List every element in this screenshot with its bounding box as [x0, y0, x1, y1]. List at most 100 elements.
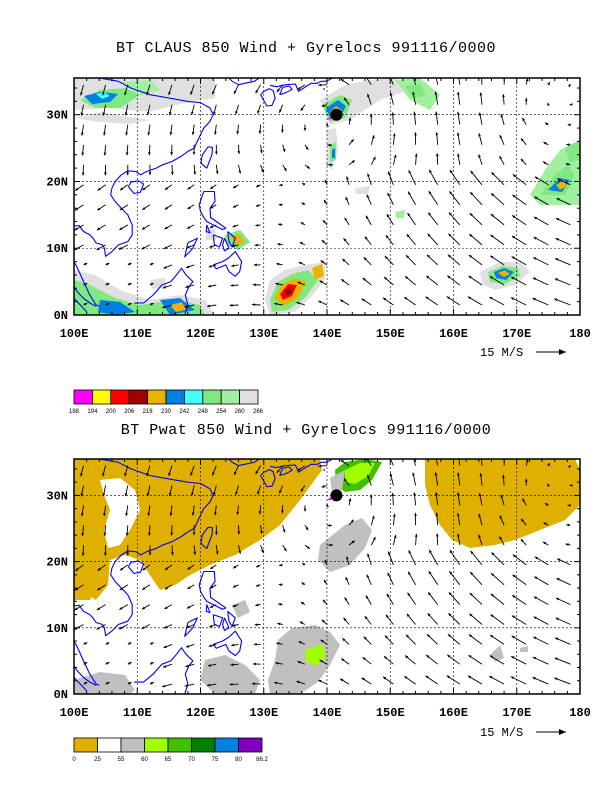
wind-vector-head [299, 242, 303, 245]
colorbar-label: 230 [161, 409, 172, 415]
wind-vector-head [125, 532, 129, 536]
wind-vector-head [170, 532, 174, 536]
wind-vector-head [388, 454, 391, 457]
wind-vector-head [343, 238, 347, 242]
wind-vector-head [252, 662, 256, 666]
wind-vector-head [408, 571, 411, 575]
wind-vector-head [490, 635, 494, 638]
wind-vector-head [490, 255, 494, 259]
wind-vector-head [556, 198, 560, 201]
coastline [205, 224, 211, 234]
wind-vector-head [567, 503, 571, 507]
wind-vector-head [387, 572, 391, 576]
wind-vector-head [393, 534, 397, 539]
wind-vector-head [150, 263, 154, 266]
colorbar-swatch [110, 389, 130, 405]
wind-vector [366, 459, 372, 466]
wind-vector-head [296, 680, 300, 684]
wind-vector-head [215, 532, 218, 535]
wind-vector-head [449, 550, 453, 554]
wind-vector-head [150, 303, 154, 306]
colorbar-label: 206 [124, 409, 135, 415]
coastline [260, 88, 276, 107]
wind-vector-head [214, 131, 217, 135]
wind-vector-head [80, 513, 84, 517]
wind-vector-head [124, 112, 128, 116]
wind-vector-head [543, 522, 547, 526]
wind-vector-head [164, 567, 169, 570]
wind-vector-head [363, 636, 367, 640]
wind-vector-head [341, 658, 345, 662]
panel-1-map [73, 77, 581, 316]
wind-vector-head [150, 682, 154, 685]
colorbar-swatch [147, 389, 167, 405]
wind-vector-head [74, 607, 78, 611]
wind-vector-head [384, 656, 388, 660]
wind-vector-head [456, 492, 460, 496]
wind-vector-head [555, 258, 559, 261]
wind-vector-head [97, 207, 101, 211]
wind-vector-head [428, 571, 432, 575]
wind-vector-head [361, 677, 365, 681]
wind-vector-head [449, 571, 453, 575]
wind-vector-head [120, 187, 124, 191]
wind-vector-head [490, 234, 494, 238]
wind-vector-head [545, 503, 549, 506]
wind-vector [532, 676, 549, 685]
wind-vector [491, 552, 505, 566]
wind-vector-head [306, 165, 310, 169]
wind-vector-head [364, 616, 368, 620]
wind-vector-head [340, 299, 344, 303]
wind-vector-head [427, 233, 431, 237]
wind-vector-head [275, 661, 279, 665]
wind-vector-head [467, 675, 472, 679]
wind-vector-head [306, 546, 310, 549]
coastline [205, 604, 211, 614]
wind-vector-head [520, 158, 524, 162]
wind-vector-head [260, 530, 263, 534]
wind-vector-head [405, 276, 409, 280]
wind-vector-head [412, 472, 415, 476]
wind-vector-head [408, 170, 412, 174]
wind-vector [554, 677, 571, 685]
wind-vector-head [510, 676, 514, 680]
wind-vector-head [511, 277, 515, 280]
wind-vector-head [330, 543, 333, 547]
wind-vector-head [467, 296, 472, 300]
wind-vector-head [414, 512, 417, 516]
wind-vector-head [414, 132, 417, 136]
wind-vector-head [321, 485, 325, 488]
wind-vector-head [118, 247, 123, 250]
wind-vector-head [446, 296, 450, 300]
wind-vector-head [512, 554, 516, 558]
colorbar-label: 75 [212, 757, 219, 763]
wind-vector-head [170, 152, 174, 156]
wind-vector-head [215, 151, 218, 155]
wind-vector-head [340, 79, 344, 82]
x-tick-label: 120E [186, 327, 215, 341]
wind-vector-head [555, 637, 559, 641]
wind-vector-head [252, 283, 256, 287]
wind-vector-head [191, 111, 194, 115]
coastline [228, 78, 260, 86]
wind-vector-head [192, 151, 196, 155]
wind-vector-head [489, 655, 493, 659]
wind-vector-head [96, 626, 100, 630]
wind-vector-head [103, 513, 106, 517]
colorbar-label: 266 [253, 409, 264, 415]
wind-vector [532, 297, 549, 306]
wind-vector-head [512, 595, 516, 598]
wind-vector-head [318, 83, 322, 87]
wind-vector-head [210, 585, 214, 589]
wind-vector-head [187, 586, 191, 589]
wind-vector-head [275, 282, 279, 286]
wind-vector-head [106, 283, 110, 286]
wind-vector-head [261, 549, 264, 553]
wind-vector-head [119, 606, 123, 610]
wind-vector-head [303, 508, 307, 512]
wind-vector-head [385, 614, 389, 618]
wind-vector-head [533, 237, 537, 240]
wind-vector-head [434, 453, 437, 456]
wind-vector-head [171, 552, 174, 556]
wind-vector-head [210, 205, 214, 209]
